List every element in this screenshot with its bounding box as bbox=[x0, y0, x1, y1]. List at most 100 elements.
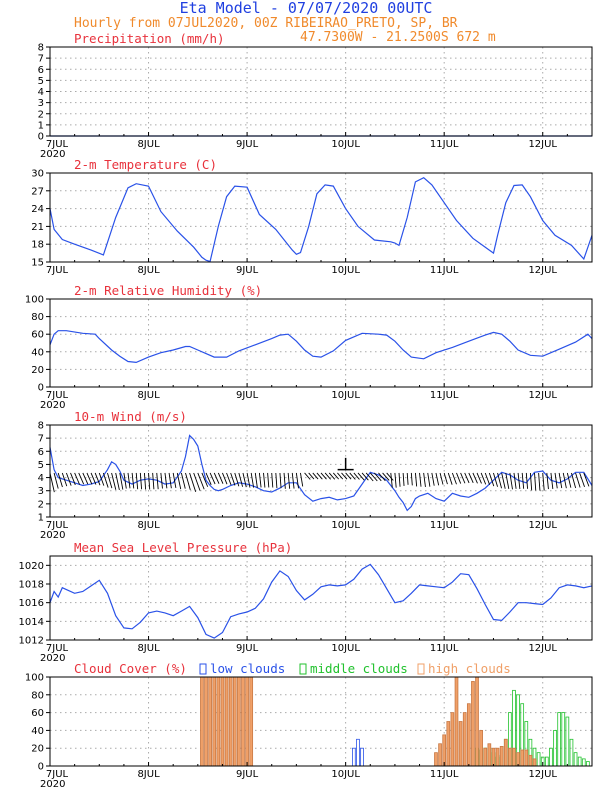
x-tick-label: 7JUL bbox=[46, 769, 69, 780]
wind-arrow bbox=[135, 472, 139, 490]
wind-arrow bbox=[308, 472, 315, 480]
wind-arrow bbox=[242, 472, 247, 488]
wind-arrow bbox=[123, 472, 127, 489]
x-tick-label: 10JUL bbox=[331, 643, 360, 654]
cloud-bar bbox=[220, 676, 225, 767]
y-tick-label: 100 bbox=[25, 295, 44, 306]
y-tick-label: 3 bbox=[38, 98, 44, 109]
cloud-bar bbox=[471, 681, 475, 767]
wind-arrow bbox=[107, 472, 113, 489]
wind-arrow bbox=[464, 472, 470, 484]
y-tick-label: 27 bbox=[31, 186, 44, 197]
bars-low-clouds bbox=[352, 738, 364, 767]
wind-arrow bbox=[509, 472, 513, 490]
wind-arrow bbox=[222, 472, 228, 485]
wind-arrow bbox=[562, 472, 567, 489]
wind-arrow bbox=[542, 472, 545, 491]
cloud-bar bbox=[557, 712, 561, 767]
y-tick-label: 21 bbox=[31, 222, 44, 233]
cloud-bar bbox=[446, 721, 451, 767]
cloud-bar bbox=[475, 676, 479, 767]
x-tick-label: 10JUL bbox=[331, 390, 360, 401]
wind-arrow bbox=[497, 472, 502, 489]
chart-subtitle-coords: 47.7300W - 21.2500S 672 m bbox=[300, 30, 496, 45]
wind-arrow bbox=[460, 472, 466, 484]
wind-arrow bbox=[283, 472, 286, 489]
y-tick-label: 100 bbox=[25, 673, 44, 684]
wind-arrow bbox=[287, 472, 291, 489]
panel-title-mslp: Mean Sea Level Pressure (hPa) bbox=[74, 540, 292, 555]
wind-arrow bbox=[468, 472, 474, 484]
wind-arrow bbox=[431, 472, 435, 486]
wind-arrow bbox=[414, 472, 418, 487]
wind-arrow bbox=[374, 472, 382, 482]
wind-arrow bbox=[406, 472, 409, 485]
wind-arrow bbox=[583, 472, 590, 487]
wind-arrow bbox=[423, 472, 426, 488]
cloud-bar bbox=[442, 734, 447, 767]
wind-arrow bbox=[517, 472, 521, 490]
wind-arrow bbox=[143, 472, 147, 490]
cloud-bar bbox=[360, 747, 364, 767]
x-tick-label: 8JUL bbox=[137, 769, 160, 780]
wind-arrow bbox=[53, 472, 59, 489]
wind-arrow bbox=[378, 472, 386, 482]
wind-arrow bbox=[197, 472, 205, 490]
wind-arrow bbox=[529, 472, 533, 491]
wind-arrow bbox=[185, 472, 191, 491]
wind-arrow bbox=[74, 472, 81, 485]
x-tick-label: 9JUL bbox=[236, 643, 259, 654]
wind-arrow bbox=[451, 472, 457, 485]
x-tick-label: 12JUL bbox=[528, 139, 557, 150]
cloud-bar bbox=[212, 676, 217, 767]
y-tick-label: 2 bbox=[38, 499, 44, 510]
panel-cloud: low clouds middle clouds high clouds 0 20 40 6… bbox=[25, 661, 593, 790]
wind-arrow bbox=[180, 472, 186, 489]
cloud-bar bbox=[237, 676, 241, 767]
legend-label-high-clouds: high clouds bbox=[428, 661, 511, 676]
y-tick-label: 18 bbox=[31, 240, 44, 251]
cloud-bar bbox=[224, 676, 229, 767]
cloud-bar bbox=[204, 676, 208, 767]
panel-frame bbox=[49, 424, 593, 518]
wind-arrow bbox=[579, 472, 585, 488]
wind-arrow bbox=[49, 472, 55, 493]
y-tick-label: 5 bbox=[38, 76, 44, 87]
panel-mslp: 1012 1014 1016 1018 1020 7JUL 8JUL 9JUL 10JUL 11J… bbox=[19, 540, 593, 664]
wind-arrow bbox=[419, 472, 422, 487]
x-tick-label: 8JUL bbox=[137, 390, 160, 401]
wind-arrow bbox=[443, 472, 448, 485]
wind-arrow bbox=[554, 472, 558, 489]
y-tick-label: 40 bbox=[31, 726, 44, 737]
wind-arrow bbox=[546, 472, 549, 490]
cloud-bar bbox=[208, 676, 212, 767]
wind-arrow bbox=[115, 472, 120, 491]
wind-arrow bbox=[250, 472, 255, 488]
cloud-bar bbox=[536, 752, 541, 767]
wind-arrow bbox=[176, 472, 182, 490]
wind-arrow bbox=[172, 472, 177, 489]
y-tick-label: 6 bbox=[38, 447, 44, 458]
x-tick-label: 7JUL bbox=[46, 520, 69, 531]
wind-arrow bbox=[263, 472, 266, 488]
y-tick-label: 24 bbox=[31, 204, 44, 215]
y-tick-label: 4 bbox=[38, 87, 44, 98]
x-tick-label: 8JUL bbox=[137, 520, 160, 531]
wind-arrow bbox=[201, 472, 209, 487]
cloud-bar bbox=[483, 747, 488, 767]
wind-arrow bbox=[94, 472, 101, 486]
wind-arrow bbox=[61, 472, 68, 487]
wind-arrow bbox=[156, 472, 159, 490]
x-tick-label: 12JUL bbox=[528, 769, 557, 780]
wind-arrow bbox=[152, 472, 155, 490]
wind-arrow bbox=[538, 472, 541, 491]
chart-title: Eta Model - 07/07/2020 00UTC bbox=[180, 0, 433, 17]
y-tick-label: 0 bbox=[38, 762, 44, 773]
x-tick-label: 9JUL bbox=[236, 520, 259, 531]
wind-arrow bbox=[472, 472, 478, 484]
wind-arrow bbox=[304, 472, 311, 480]
y-tick-label: 40 bbox=[31, 347, 44, 358]
